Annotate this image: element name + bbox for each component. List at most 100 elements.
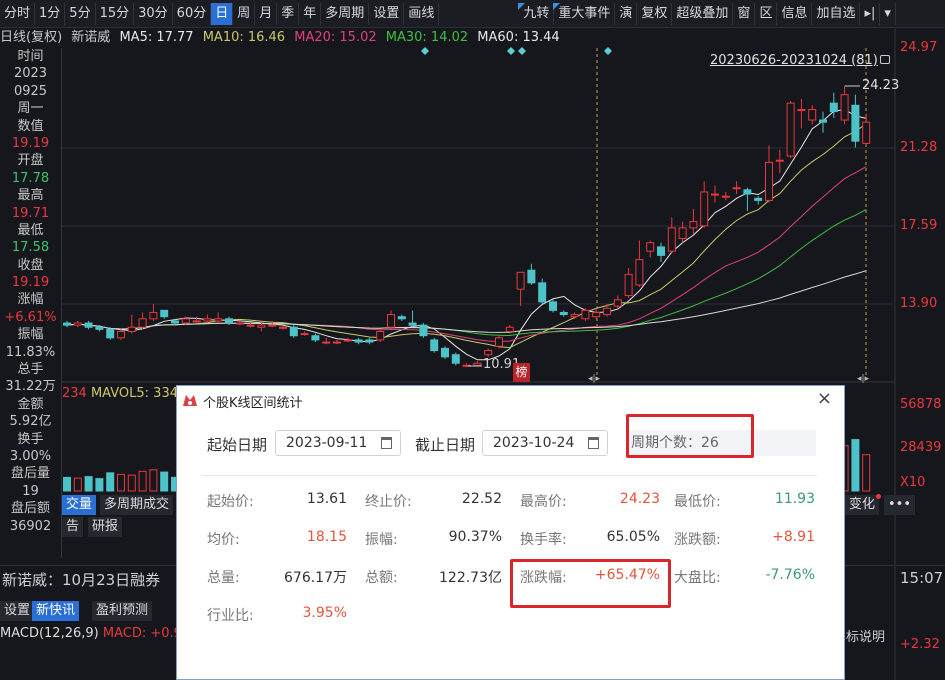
candle[interactable] [527, 269, 536, 284]
candle[interactable] [279, 326, 287, 329]
candle[interactable] [592, 311, 601, 318]
candle[interactable] [268, 324, 277, 327]
tab-change[interactable]: 变化 [845, 495, 880, 515]
candle[interactable] [505, 326, 514, 332]
candle[interactable] [646, 242, 655, 252]
tab-volume[interactable]: 交量 [62, 495, 97, 515]
candle[interactable] [819, 119, 827, 123]
candle[interactable] [73, 322, 82, 326]
candle[interactable] [138, 318, 147, 328]
tab-period-0[interactable]: 分时 [0, 2, 36, 25]
toolbar-button-2[interactable]: 演 [615, 2, 638, 25]
candle[interactable] [376, 330, 385, 341]
candle[interactable] [603, 307, 611, 316]
candle[interactable] [484, 350, 493, 356]
toolbar-button-6[interactable]: 区 [755, 2, 778, 25]
candle[interactable] [387, 314, 395, 328]
lock-icon[interactable] [880, 55, 890, 64]
tab-period-3[interactable]: 15分 [96, 2, 135, 25]
candle[interactable] [192, 320, 201, 323]
candle[interactable] [343, 339, 352, 342]
tab-period-4[interactable]: 30分 [134, 2, 173, 25]
candle[interactable] [300, 333, 309, 336]
candle[interactable] [657, 246, 665, 256]
ranking-badge[interactable]: 榜 [513, 363, 530, 382]
toolbar-button-8[interactable]: 加自选 [812, 2, 861, 25]
candle[interactable] [117, 330, 125, 339]
tab-period-5[interactable]: 60分 [173, 2, 212, 25]
tab-period-6[interactable]: 日 [211, 2, 234, 25]
range-handle-icon[interactable]: ◂|▸ [857, 374, 870, 384]
candle[interactable] [613, 299, 622, 307]
tab-period-8[interactable]: 月 [255, 2, 278, 25]
toolbar-button-0[interactable]: 九转 [518, 2, 555, 25]
candle[interactable] [181, 318, 190, 324]
candle[interactable] [689, 221, 698, 229]
range-handle-icon[interactable]: ◂|▸ [588, 374, 601, 384]
candle[interactable] [743, 189, 752, 195]
event-diamond-icon[interactable] [507, 47, 515, 55]
candle[interactable] [311, 335, 320, 341]
candle[interactable] [765, 161, 773, 201]
candle[interactable] [678, 227, 687, 239]
candle[interactable] [786, 102, 795, 157]
candle[interactable] [570, 314, 579, 318]
tab-research[interactable]: 研报 [88, 517, 123, 537]
end-date-input[interactable]: 2023-10-24 [482, 430, 608, 456]
candle[interactable] [171, 320, 179, 324]
candle[interactable] [721, 195, 730, 198]
candle[interactable] [700, 191, 709, 227]
candle[interactable] [635, 259, 644, 286]
candle[interactable] [333, 341, 341, 344]
toolbar-button-7[interactable]: 信息 [777, 2, 813, 25]
candle[interactable] [581, 309, 590, 320]
candle[interactable] [106, 328, 115, 339]
candle[interactable] [397, 316, 406, 320]
tab-period-10[interactable]: 年 [299, 2, 322, 25]
indicator-help-link[interactable]: 标说明 [846, 630, 886, 645]
candle[interactable] [95, 326, 104, 330]
event-diamond-icon[interactable] [604, 47, 612, 55]
candle[interactable] [862, 121, 871, 144]
event-diamond-icon[interactable] [518, 47, 526, 55]
candle[interactable] [354, 339, 363, 343]
tab-period-1[interactable]: 1分 [35, 2, 66, 25]
candle[interactable] [797, 108, 806, 111]
tab-period-12[interactable]: 设置 [369, 2, 405, 25]
calendar-icon[interactable] [588, 437, 599, 449]
candle[interactable] [149, 311, 158, 320]
start-date-input[interactable]: 2023-09-11 [275, 430, 401, 456]
candle[interactable] [516, 271, 525, 290]
candle[interactable] [203, 318, 212, 322]
candle[interactable] [84, 322, 93, 328]
tab-news-flash[interactable]: 新快讯 [32, 601, 80, 621]
close-icon[interactable]: × [816, 388, 832, 409]
candle[interactable] [430, 339, 439, 352]
candle[interactable] [559, 311, 568, 316]
tab-report[interactable]: 告 [62, 517, 84, 537]
candle[interactable] [775, 159, 784, 162]
candle[interactable] [257, 324, 266, 328]
pin-icon[interactable]: ▸| [860, 2, 881, 25]
candle[interactable] [808, 108, 817, 121]
candle[interactable] [732, 187, 741, 190]
candle[interactable] [235, 322, 244, 325]
candle[interactable] [246, 324, 255, 327]
candle[interactable] [549, 301, 557, 311]
candle[interactable] [127, 326, 136, 332]
news-headline[interactable]: 新诺威：10月23日融券 [2, 571, 161, 589]
tab-earnings-forecast[interactable]: 盈利预测 [92, 601, 153, 621]
event-diamond-icon[interactable] [421, 47, 429, 55]
more-button[interactable]: ••• [884, 495, 916, 515]
range-label[interactable]: 20230626-20231024 (81) [710, 53, 878, 68]
candle[interactable] [214, 318, 223, 322]
dropdown-arrow-icon[interactable]: ▾ [880, 2, 896, 25]
toolbar-button-5[interactable]: 窗 [733, 2, 756, 25]
candle[interactable] [419, 324, 428, 337]
settings-button[interactable]: 设置 [0, 601, 35, 621]
candle[interactable] [441, 347, 449, 358]
candle[interactable] [711, 193, 719, 196]
candle[interactable] [225, 318, 233, 324]
candle[interactable] [624, 273, 633, 297]
candle[interactable] [538, 282, 547, 303]
